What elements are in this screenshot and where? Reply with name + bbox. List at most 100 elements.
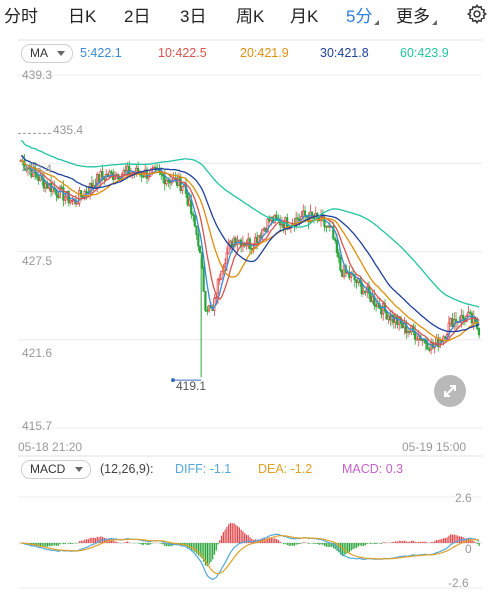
tab-weekly-k[interactable]: 周K: [236, 7, 265, 26]
candle-body: [339, 257, 342, 271]
candle-body: [56, 194, 60, 199]
candle-body: [161, 173, 164, 177]
candle-body: [207, 305, 211, 312]
candle-body: [108, 171, 111, 178]
price-axis-label: 427.5: [22, 254, 53, 268]
candle-body: [420, 339, 424, 341]
ma-selector[interactable]: MA: [21, 44, 73, 63]
tab-5-minute[interactable]: 5分: [346, 2, 380, 27]
candle-body: [167, 179, 170, 182]
candle-body: [142, 175, 145, 178]
candle-body: [467, 311, 470, 317]
candle-body: [389, 315, 392, 321]
ma20-value: 20:421.9: [240, 46, 289, 60]
macd-value: MACD: 0.3: [342, 462, 404, 476]
candle-body: [332, 226, 335, 240]
candle-body: [64, 196, 67, 201]
candle-body: [110, 171, 113, 174]
chevron-down-icon: [75, 467, 83, 472]
candle-body: [376, 303, 379, 307]
diff-value: DIFF: -1.1: [175, 462, 232, 476]
tab-more[interactable]: 更多: [396, 2, 437, 27]
candle-body: [69, 200, 72, 204]
dropdown-corner-icon: [374, 20, 380, 25]
candle-body: [198, 245, 202, 254]
candle-body: [429, 342, 433, 351]
candle-body: [444, 336, 447, 339]
candle-body: [202, 266, 205, 292]
tab-intraday[interactable]: 分时: [4, 7, 38, 26]
candle-body: [24, 168, 28, 171]
low-marker-dot: [171, 378, 175, 383]
macd-axis-label: 2.6: [455, 491, 472, 505]
candle-body: [216, 279, 219, 298]
candle-body: [408, 331, 411, 333]
candle-body: [218, 278, 221, 281]
candle-body: [127, 165, 131, 176]
candle-body: [362, 290, 365, 295]
candle-body: [186, 192, 189, 206]
gear-icon[interactable]: [466, 3, 488, 25]
candle-body: [37, 176, 40, 182]
chevron-down-icon: [57, 51, 65, 56]
candle-body: [406, 331, 410, 334]
candle-body: [90, 182, 93, 188]
candle-body: [92, 185, 95, 188]
tab-monthly-k[interactable]: 月K: [290, 7, 319, 26]
macd-params: (12,26,9):: [100, 462, 154, 476]
tab-3-day[interactable]: 3日: [180, 7, 207, 26]
candle-body: [387, 315, 390, 320]
price-axis-label: 421.6: [22, 346, 53, 360]
candle-body: [396, 316, 399, 325]
candle-body: [326, 225, 330, 228]
candle-body: [85, 190, 88, 193]
candle-body: [449, 318, 452, 324]
candle-body: [78, 190, 81, 204]
candle-body: [369, 292, 372, 303]
candle-body: [181, 186, 184, 192]
candle-body: [44, 183, 47, 189]
ma30-line: [20, 155, 480, 333]
ma5-value: 5:422.1: [80, 46, 122, 60]
candle-body: [39, 175, 42, 182]
dea-line: [20, 535, 480, 575]
expand-button[interactable]: [434, 375, 466, 407]
price-axis-label: 433.4: [22, 162, 53, 176]
candle-body: [206, 309, 209, 312]
macd-axis-label: 0: [465, 542, 472, 556]
candle-body: [126, 165, 129, 171]
candle-body: [193, 214, 196, 227]
candle-body: [374, 304, 378, 307]
candle-body: [385, 310, 388, 320]
candle-body: [88, 182, 92, 194]
candle-body: [227, 244, 230, 254]
candle-body: [179, 176, 182, 192]
tab-2-day[interactable]: 2日: [124, 7, 151, 26]
candle-body: [296, 217, 299, 220]
ma60-value: 60:423.9: [400, 46, 449, 60]
price-axis-label: 439.3: [22, 68, 53, 82]
candle-body: [163, 175, 166, 185]
candle-body: [268, 218, 271, 222]
candle-body: [461, 315, 465, 319]
macd-selector[interactable]: MACD: [21, 460, 91, 479]
candle-body: [225, 252, 228, 265]
tab-daily-k[interactable]: 日K: [68, 7, 97, 26]
candle-body: [188, 199, 191, 206]
candle-body: [301, 210, 305, 217]
candle-body: [124, 169, 127, 172]
time-axis-start: 05-18 21:20: [18, 440, 83, 454]
candle-body: [71, 199, 74, 202]
ma-legend: MA 5:422.1 10:422.5 20:421.9 30:421.8 60…: [0, 44, 499, 64]
tab-5-minute-label: 5分: [346, 7, 373, 26]
candle-body: [165, 179, 168, 185]
candle-body: [214, 296, 218, 299]
candle-body: [60, 186, 63, 189]
candle-body: [337, 252, 340, 258]
candle-body: [280, 223, 283, 226]
candle-body: [417, 335, 420, 340]
low-price-annotation: 419.1: [176, 379, 207, 393]
ma10-value: 10:422.5: [158, 46, 207, 60]
candle-body: [335, 240, 338, 254]
